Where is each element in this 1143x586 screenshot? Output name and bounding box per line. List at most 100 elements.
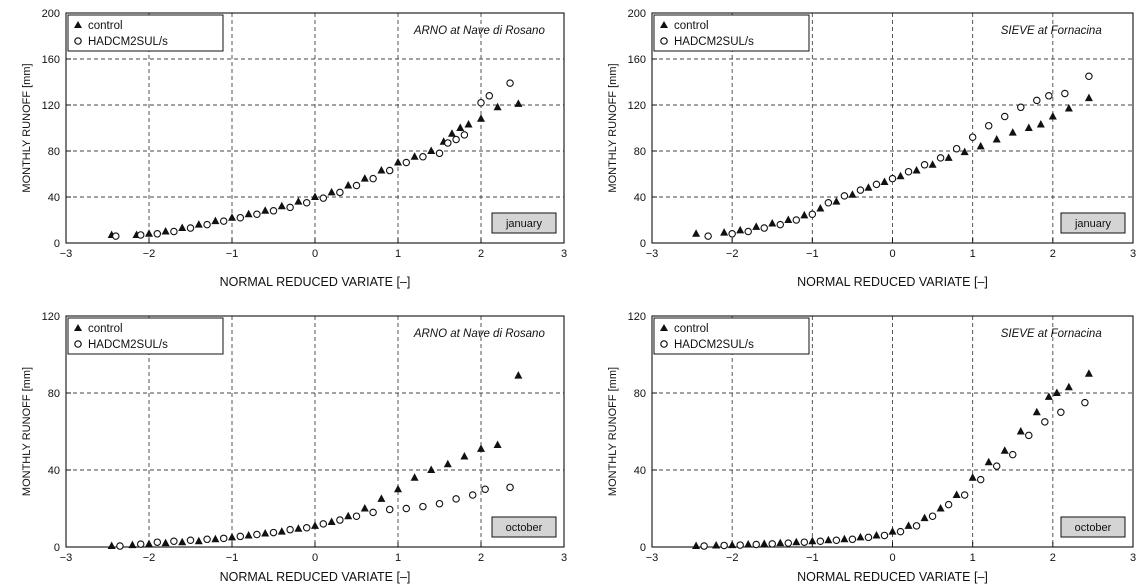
x-tick-label: −1 <box>226 552 239 564</box>
hadcm2sul-point <box>832 536 841 545</box>
hadcm2sul-point <box>352 512 361 520</box>
legend-entry: control <box>674 20 709 32</box>
hadcm2sul-point <box>816 537 825 545</box>
hadcm2sul-point <box>477 98 485 107</box>
chart-title: ARNO at Nave di Rosano <box>413 25 546 37</box>
control-point <box>904 521 913 529</box>
hadcm2sul-point <box>116 542 124 550</box>
hadcm2sul-point <box>752 540 760 549</box>
x-tick-label: −2 <box>726 552 739 564</box>
control-point <box>784 215 793 223</box>
control-point <box>1008 128 1017 136</box>
hadcm2sul-point <box>960 491 969 499</box>
hadcm2sul-point <box>792 216 801 224</box>
y-tick-label: 120 <box>628 100 646 112</box>
control-point <box>394 158 402 166</box>
control-point <box>728 540 737 549</box>
hadcm2sul-point <box>203 220 211 229</box>
hadcm2sul-point <box>1008 450 1017 459</box>
hadcm2sul-point <box>1000 112 1009 121</box>
x-tick-label: 2 <box>1050 248 1056 260</box>
x-tick-label: 2 <box>478 248 484 260</box>
control-point <box>984 457 993 466</box>
hadcm2sul-point <box>920 161 929 169</box>
hadcm2sul-point <box>302 199 311 207</box>
control-point <box>311 521 319 529</box>
x-tick-label: 3 <box>1130 552 1136 564</box>
legend-box <box>653 317 810 355</box>
month-box <box>1060 516 1126 538</box>
hadcm2sul-point <box>784 539 793 547</box>
control-point <box>211 534 220 543</box>
hadcm2sul-point <box>186 224 195 232</box>
control-point <box>912 166 921 174</box>
x-tick-label: −1 <box>806 552 819 564</box>
control-point <box>277 201 286 210</box>
x-tick-label: 2 <box>1050 552 1056 564</box>
legend-entry: HADCM2SUL/s <box>674 339 754 351</box>
hadcm2sul-point <box>369 508 377 517</box>
hadcm2sul-point <box>286 203 294 212</box>
control-point <box>832 197 841 205</box>
x-tick-label: 1 <box>395 552 401 564</box>
x-tick-label: −3 <box>60 552 73 564</box>
y-tick-label: 200 <box>628 8 646 20</box>
legend-marker-triangle <box>74 21 82 28</box>
control-point <box>447 129 456 137</box>
control-point <box>261 206 270 214</box>
x-tick-label: 2 <box>478 552 484 564</box>
hadcm2sul-point <box>460 131 469 139</box>
y-axis-label: MONTHLY RUNOFF [mm] <box>607 63 619 192</box>
legend-entry: HADCM2SUL/s <box>88 36 168 48</box>
control-point <box>327 187 336 196</box>
hadcm2sul-point <box>402 158 411 167</box>
hadcm2sul-point <box>385 505 394 514</box>
control-point <box>178 537 187 546</box>
x-tick-label: −1 <box>806 248 819 260</box>
legend-marker-circle <box>74 37 82 45</box>
hadcm2sul-point <box>776 220 785 229</box>
control-point <box>194 220 203 228</box>
x-tick-label: 3 <box>1130 248 1136 260</box>
control-point <box>311 192 319 200</box>
control-point <box>244 209 253 218</box>
control-point <box>161 227 170 235</box>
control-point <box>477 444 485 452</box>
x-tick-label: −3 <box>60 248 73 260</box>
control-point <box>800 210 809 219</box>
y-tick-label: 40 <box>48 465 60 477</box>
x-tick-label: 1 <box>970 552 976 564</box>
control-point <box>161 538 170 547</box>
control-point <box>768 218 777 227</box>
x-tick-label: 0 <box>312 248 318 260</box>
legend-marker-circle <box>74 340 82 348</box>
control-point <box>952 490 961 499</box>
control-point <box>752 222 761 230</box>
control-point <box>720 228 729 236</box>
hadcm2sul-point <box>506 79 514 87</box>
y-tick-label: 0 <box>640 542 646 554</box>
hadcm2sul-point <box>736 541 744 549</box>
control-point <box>344 181 353 189</box>
legend-entry: control <box>674 323 709 335</box>
legend-entry: HADCM2SUL/s <box>88 339 168 351</box>
control-point <box>824 535 833 544</box>
hadcm2sul-point <box>704 232 712 240</box>
control-point <box>261 529 270 537</box>
control-point <box>1000 446 1009 454</box>
month-box <box>491 212 557 234</box>
hadcm2sul-point <box>848 535 857 544</box>
hadcm2sul-point <box>896 527 905 536</box>
hadcm2sul-point <box>984 121 993 130</box>
control-point <box>1024 123 1033 131</box>
chart-panel-3: −3 −2 −1 0 1 2 3 0 40 80 120 NORMAL REDUCED VARIATE… <box>21 311 567 584</box>
x-tick-label: 0 <box>889 248 895 260</box>
control-point <box>792 537 801 546</box>
x-tick-label: −2 <box>143 552 156 564</box>
hadcm2sul-point <box>904 167 913 176</box>
legend-box <box>67 317 224 355</box>
y-tick-label: 0 <box>54 238 60 250</box>
month-label: january <box>505 218 543 230</box>
control-point <box>936 504 945 512</box>
control-point <box>928 160 937 168</box>
